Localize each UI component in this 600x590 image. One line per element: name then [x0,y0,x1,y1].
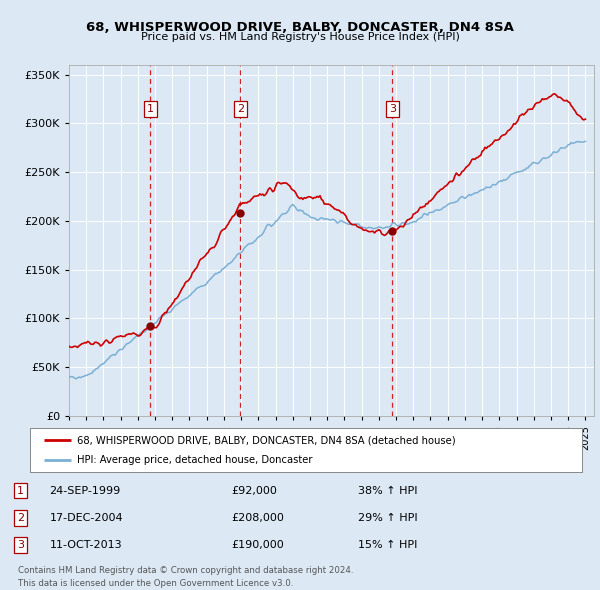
Text: Contains HM Land Registry data © Crown copyright and database right 2024.: Contains HM Land Registry data © Crown c… [18,566,353,575]
Text: 2: 2 [237,104,244,114]
Text: 11-OCT-2013: 11-OCT-2013 [49,540,122,550]
Text: 2: 2 [17,513,24,523]
Text: 3: 3 [17,540,24,550]
Text: 15% ↑ HPI: 15% ↑ HPI [358,540,417,550]
Text: 24-SEP-1999: 24-SEP-1999 [49,486,121,496]
Text: £190,000: £190,000 [231,540,284,550]
Text: Price paid vs. HM Land Registry's House Price Index (HPI): Price paid vs. HM Land Registry's House … [140,32,460,42]
Text: HPI: Average price, detached house, Doncaster: HPI: Average price, detached house, Donc… [77,455,313,466]
Text: £208,000: £208,000 [231,513,284,523]
Text: This data is licensed under the Open Government Licence v3.0.: This data is licensed under the Open Gov… [18,579,293,588]
Text: 29% ↑ HPI: 29% ↑ HPI [358,513,417,523]
Text: 17-DEC-2004: 17-DEC-2004 [49,513,123,523]
Text: 3: 3 [389,104,396,114]
Text: 38% ↑ HPI: 38% ↑ HPI [358,486,417,496]
Text: £92,000: £92,000 [231,486,277,496]
Text: 68, WHISPERWOOD DRIVE, BALBY, DONCASTER, DN4 8SA: 68, WHISPERWOOD DRIVE, BALBY, DONCASTER,… [86,21,514,34]
Text: 68, WHISPERWOOD DRIVE, BALBY, DONCASTER, DN4 8SA (detached house): 68, WHISPERWOOD DRIVE, BALBY, DONCASTER,… [77,435,455,445]
Text: 1: 1 [17,486,24,496]
Text: 1: 1 [147,104,154,114]
